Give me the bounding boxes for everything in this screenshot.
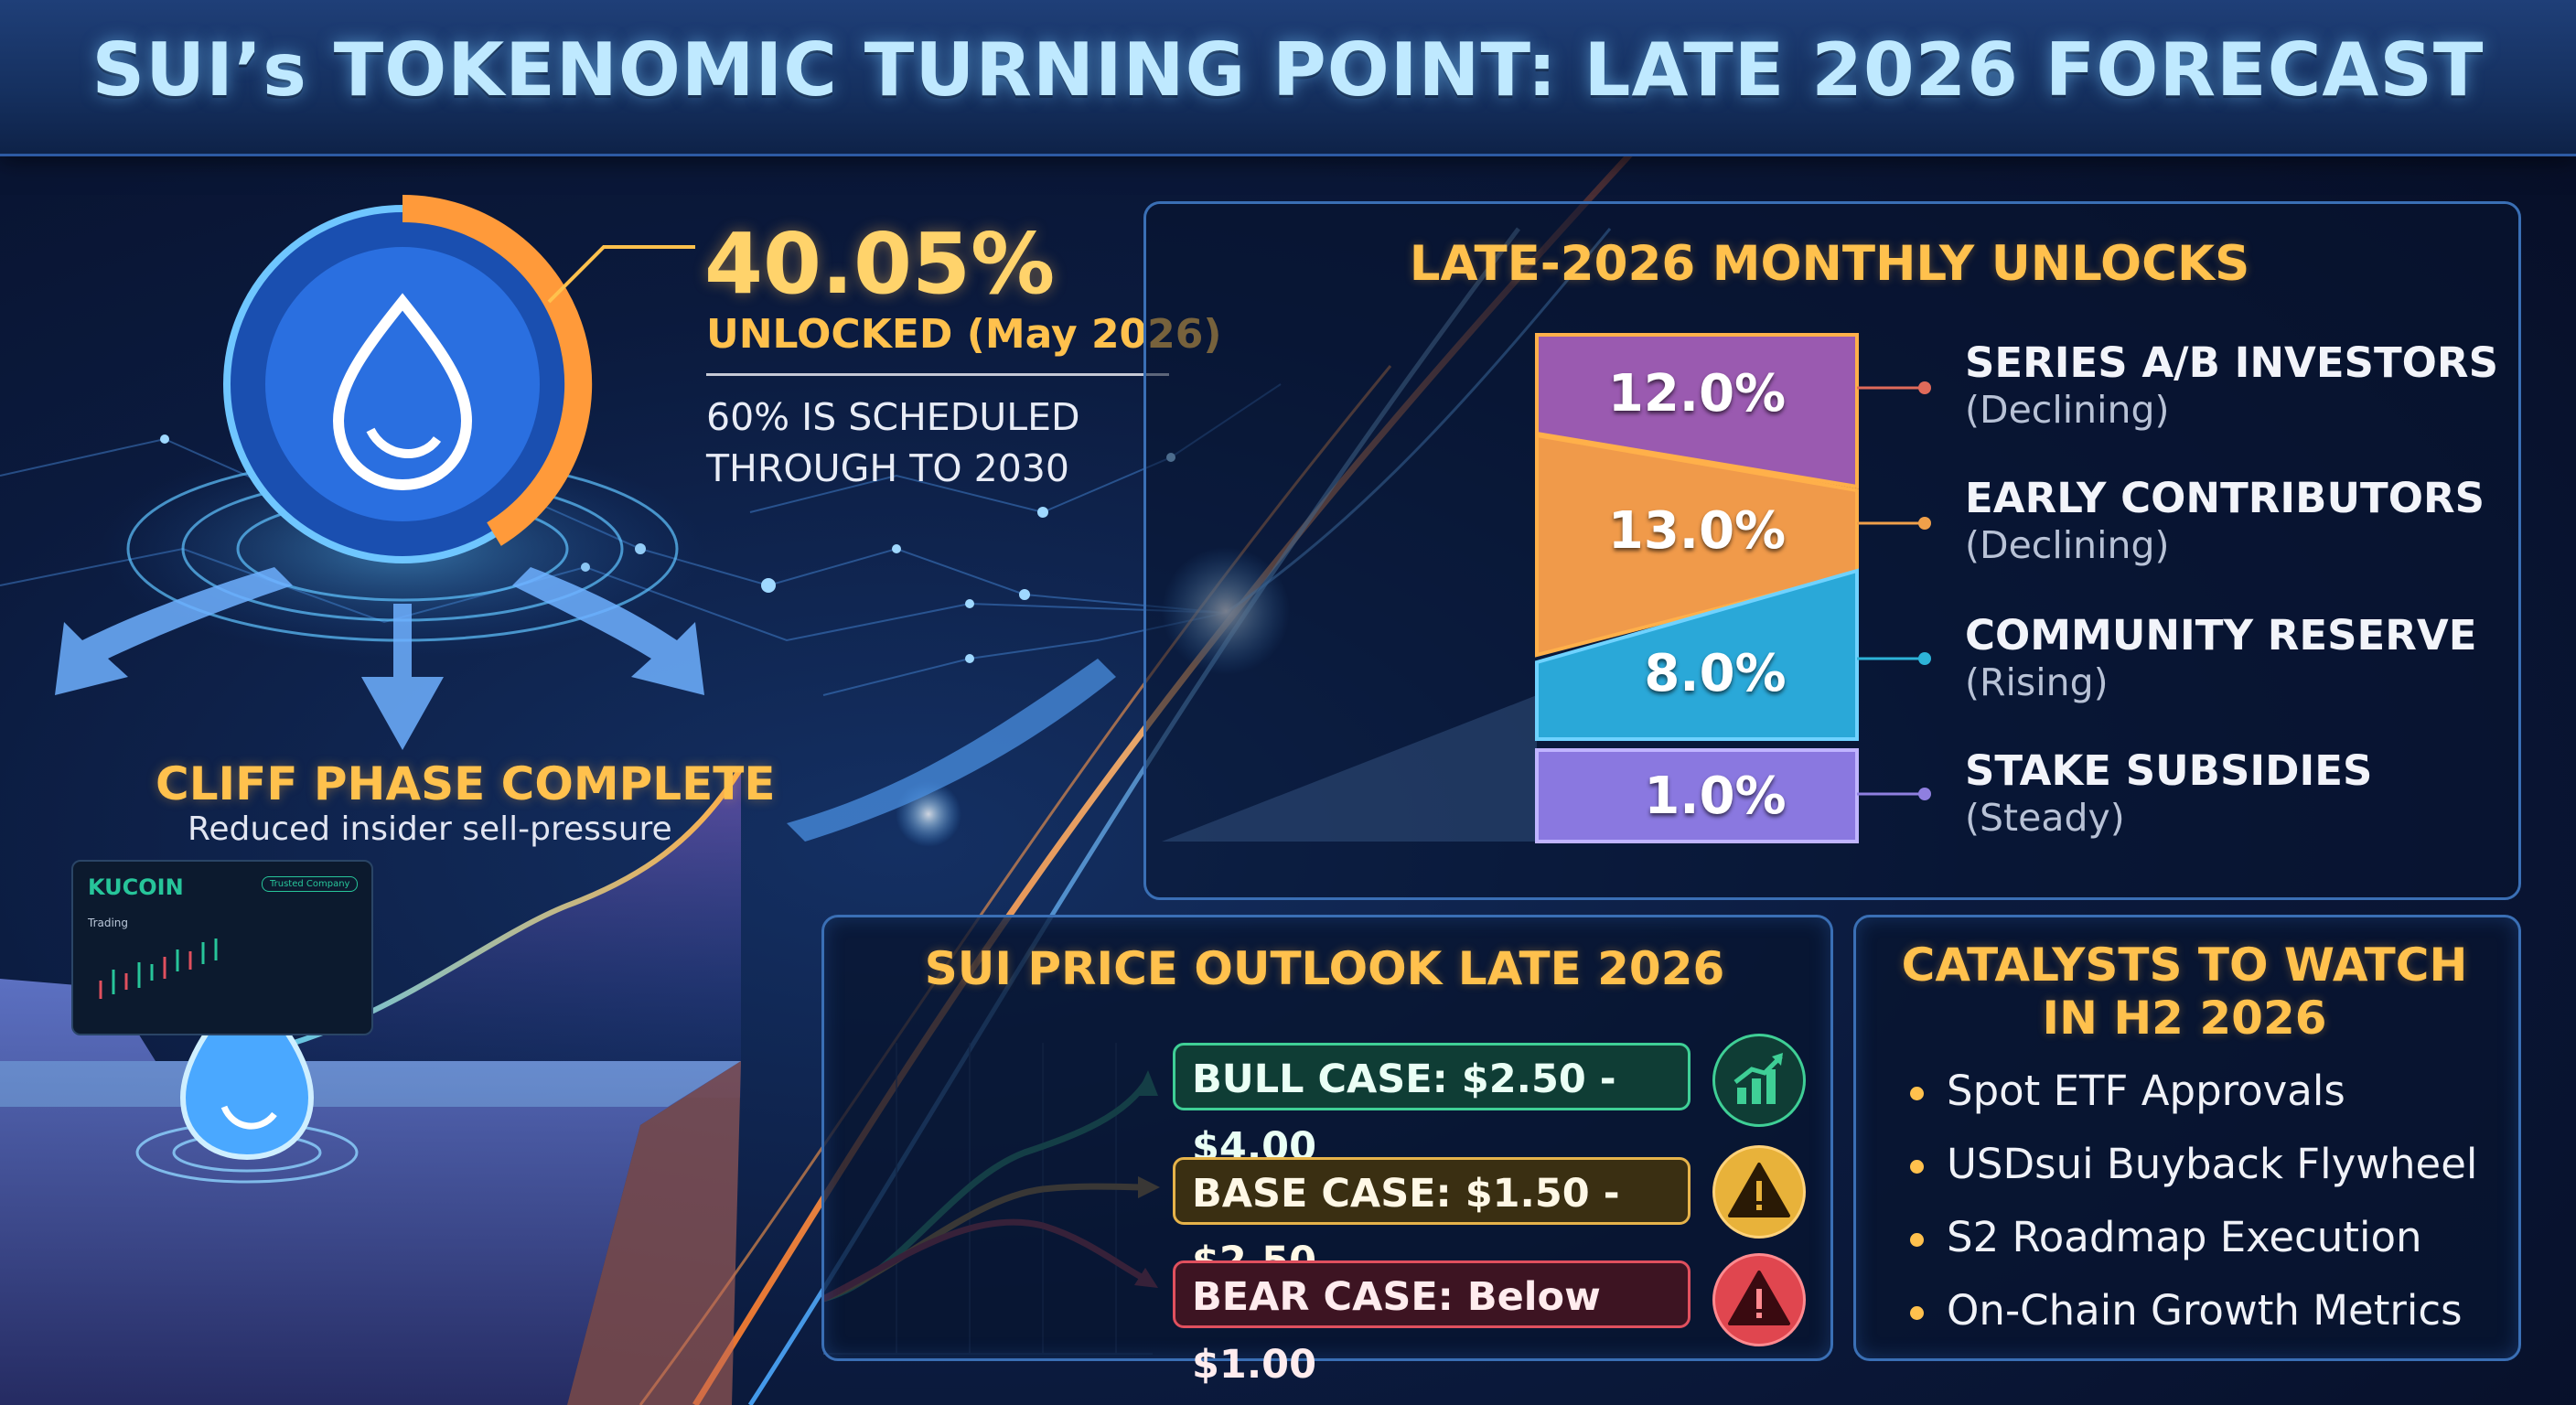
- schedule-line-1: 60% IS SCHEDULED: [706, 395, 1080, 439]
- bear-case-label: BEAR CASE: Below $1.00: [1173, 1260, 1690, 1388]
- exchange-trading-label: Trading: [88, 917, 129, 929]
- hero-divider: [706, 373, 1169, 376]
- bullet-icon: [1910, 1233, 1924, 1247]
- legend-early-contributors: EARLY CONTRIBUTORS: [1965, 474, 2485, 522]
- exchange-card: KUCOIN Trusted Company Trading: [71, 860, 373, 1035]
- legend-stake-subsidies-trend: (Steady): [1965, 796, 2125, 840]
- legend-community-reserve-trend: (Rising): [1965, 660, 2109, 704]
- bullet-icon: [1910, 1087, 1924, 1100]
- exchange-pill: Trusted Company: [262, 876, 359, 892]
- legend-community-reserve: COMMUNITY RESERVE: [1965, 611, 2477, 660]
- legend-early-contributors-trend: (Declining): [1965, 523, 2170, 567]
- segment-label-stake-subsidies: 1.0%: [1644, 767, 1787, 826]
- monthly-unlocks-title: LATE-2026 MONTHLY UNLOCKS: [1409, 236, 2250, 292]
- unlocked-percentage: 40.05%: [704, 215, 1056, 313]
- unlocked-label: UNLOCKED (May 2026): [706, 311, 1222, 358]
- page-title: SUI’s TOKENOMIC TURNING POINT: LATE 2026…: [91, 27, 2485, 113]
- catalyst-item: Spot ETF Approvals: [1947, 1067, 2345, 1115]
- alert-icon: [1712, 1253, 1806, 1346]
- segment-label-community-reserve: 8.0%: [1644, 644, 1787, 703]
- price-outlook-title: SUI PRICE OUTLOOK LATE 2026: [924, 942, 1725, 995]
- catalysts-panel: [1853, 915, 2521, 1361]
- bull-case-label: BULL CASE: $2.50 - $4.00: [1173, 1043, 1690, 1170]
- segment-label-early-contributors: 13.0%: [1607, 501, 1787, 561]
- legend-stake-subsidies: STAKE SUBSIDIES: [1965, 746, 2373, 795]
- catalysts-title-line-1: CATALYSTS TO WATCH: [1901, 938, 2468, 992]
- catalyst-item: USDsui Buyback Flywheel: [1947, 1140, 2478, 1188]
- schedule-line-2: THROUGH TO 2030: [706, 446, 1069, 490]
- catalyst-item: On-Chain Growth Metrics: [1947, 1286, 2463, 1335]
- legend-series-ab-trend: (Declining): [1965, 388, 2170, 432]
- cliff-phase-title: CLIFF PHASE COMPLETE: [156, 757, 776, 810]
- header-bar: SUI’s TOKENOMIC TURNING POINT: LATE 2026…: [0, 0, 2576, 156]
- candlestick-chart-icon: [99, 938, 218, 999]
- legend-series-ab: SERIES A/B INVESTORS: [1965, 338, 2498, 387]
- warning-icon: [1712, 1145, 1806, 1239]
- cliff-phase-subtitle: Reduced insider sell-pressure: [188, 810, 672, 848]
- bullet-icon: [1910, 1306, 1924, 1320]
- exchange-logo: KUCOIN: [88, 874, 184, 900]
- schedule-note: 60% IS SCHEDULED THROUGH TO 2030: [706, 391, 1218, 494]
- catalyst-item: S2 Roadmap Execution: [1947, 1213, 2422, 1261]
- base-case-label: BASE CASE: $1.50 - $2.50: [1173, 1157, 1690, 1284]
- bullet-icon: [1910, 1160, 1924, 1174]
- catalysts-title-line-2: IN H2 2026: [2042, 992, 2327, 1045]
- bar-chart-up-icon: [1712, 1034, 1806, 1127]
- segment-label-series-ab: 12.0%: [1607, 364, 1787, 424]
